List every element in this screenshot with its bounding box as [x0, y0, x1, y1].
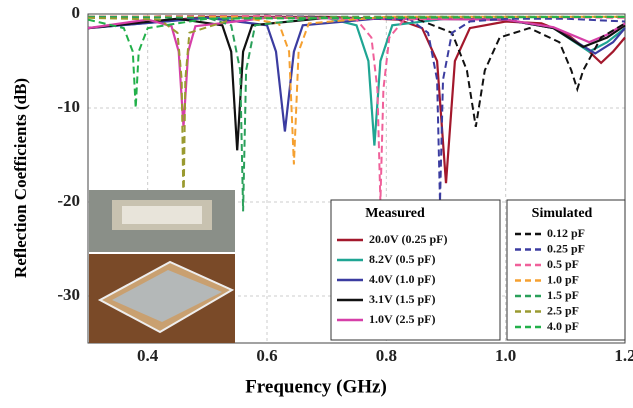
plot-frame [87, 13, 626, 344]
legend-label: 4.0V (1.0 pF) [369, 272, 435, 286]
series-line [88, 15, 625, 165]
photo-inset [89, 190, 235, 343]
legend-title: Measured [365, 206, 425, 221]
legend-label: 0.12 pF [547, 226, 585, 240]
series-line [87, 14, 626, 203]
y-tick-label: -10 [57, 97, 80, 116]
legend-label: 0.25 pF [547, 241, 585, 255]
legend-label: 8.2V (0.5 pF) [369, 252, 435, 266]
series-line [87, 15, 626, 109]
series-line [87, 16, 626, 151]
series-line [87, 15, 626, 184]
x-tick-label: 0.4 [137, 346, 159, 365]
legend-label: 20.0V (0.25 pF) [369, 232, 447, 246]
y-tick-label: 0 [72, 3, 81, 22]
legend-simulated [506, 199, 626, 341]
x-tick-label: 1.0 [495, 346, 516, 365]
series-line [87, 14, 626, 127]
legend-label: 0.5 pF [547, 257, 579, 271]
y-axis-label: Reflection Coefficients (dB) [11, 78, 30, 278]
series-line [87, 16, 626, 146]
legend-label: 2.5 pF [547, 303, 579, 317]
series-line [87, 14, 626, 203]
legend-label: 3.1V (1.5 pF) [369, 292, 435, 306]
plot-area: 0 -10 -20 -30 0.4 0.6 0.8 1.0 1.2 [57, 3, 633, 365]
legend-label: 1.0V (2.5 pF) [369, 312, 435, 326]
series-line [87, 16, 626, 127]
photo-plate [112, 270, 222, 322]
y-tick-label: -30 [57, 285, 80, 304]
y-tick-label: -20 [57, 191, 80, 210]
x-axis-label: Frequency (GHz) [245, 376, 387, 397]
x-tick-label: 0.8 [376, 346, 397, 365]
photo-patch [122, 206, 202, 224]
series-line [87, 15, 626, 212]
x-tick-label: 1.2 [614, 346, 633, 365]
legend-label: 4.0 pF [547, 319, 579, 333]
series-line [87, 16, 626, 132]
legend-measured [330, 199, 501, 341]
legend-label: 1.5 pF [547, 288, 579, 302]
legend-label: 1.0 pF [547, 272, 579, 286]
legend-title: Simulated [532, 206, 593, 221]
x-tick-label: 0.6 [256, 346, 277, 365]
series-line [87, 15, 625, 212]
